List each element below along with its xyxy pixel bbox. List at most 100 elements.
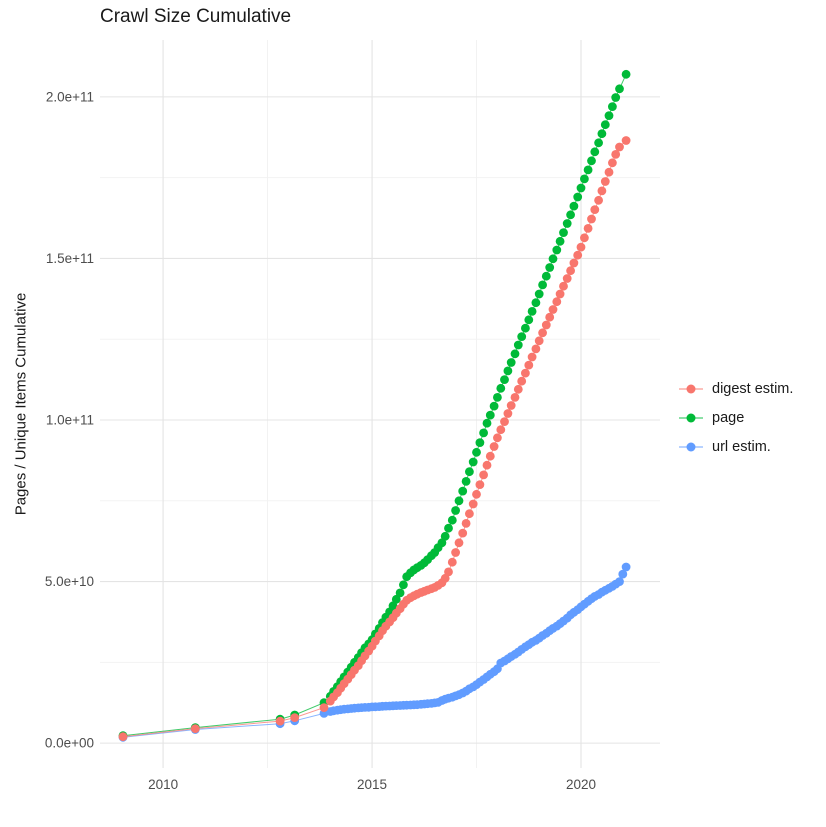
data-point-digest-estim bbox=[451, 548, 460, 557]
y-tick-label: 2.0e+11 bbox=[46, 89, 94, 104]
data-point-page bbox=[503, 366, 513, 376]
data-point-digest-estim bbox=[580, 233, 589, 243]
data-point-page bbox=[615, 84, 624, 94]
y-tick-label: 0.0e+00 bbox=[45, 736, 94, 751]
data-point-page bbox=[485, 410, 495, 420]
data-point-page bbox=[545, 263, 555, 272]
data-point-digest-estim bbox=[454, 538, 464, 548]
data-point-digest-estim bbox=[555, 289, 565, 299]
data-point-digest-estim bbox=[576, 242, 586, 252]
data-point-digest-estim bbox=[489, 442, 499, 451]
legend-label-page: page bbox=[712, 409, 745, 426]
x-tick-label: 2010 bbox=[148, 777, 178, 792]
legend-item-digest-estim: digest estim. bbox=[678, 377, 793, 400]
data-point-digest-estim bbox=[479, 470, 488, 480]
data-point-digest-estim bbox=[319, 703, 329, 712]
data-point-page bbox=[479, 428, 488, 438]
data-point-digest-estim bbox=[513, 384, 523, 394]
legend-key-point bbox=[686, 442, 696, 451]
data-point-digest-estim bbox=[468, 499, 478, 509]
legend-key-point bbox=[686, 384, 696, 393]
data-point-digest-estim bbox=[482, 460, 492, 470]
data-point-page bbox=[506, 358, 516, 367]
data-point-digest-estim bbox=[597, 186, 607, 196]
data-point-page bbox=[587, 156, 596, 166]
legend-label-digest-estim: digest estim. bbox=[712, 380, 794, 397]
data-point-digest-estim bbox=[527, 352, 537, 362]
data-point-page bbox=[600, 120, 610, 130]
data-point-page bbox=[541, 271, 551, 281]
data-point-digest-estim bbox=[493, 433, 502, 443]
data-point-digest-estim bbox=[447, 557, 457, 567]
y-tick-label: 5.0e+10 bbox=[45, 574, 94, 589]
data-point-page bbox=[444, 523, 453, 533]
data-point-digest-estim bbox=[573, 250, 583, 260]
data-point-digest-estim bbox=[503, 409, 513, 418]
data-point-digest-estim bbox=[458, 528, 468, 538]
data-point-digest-estim bbox=[600, 177, 610, 186]
data-point-page bbox=[454, 496, 464, 506]
data-point-page bbox=[534, 289, 544, 299]
data-point-page bbox=[604, 111, 614, 120]
data-point-digest-estim bbox=[506, 401, 516, 410]
data-point-page bbox=[521, 323, 530, 333]
data-point-digest-estim bbox=[521, 368, 530, 378]
data-point-digest-estim bbox=[275, 716, 285, 726]
data-point-page bbox=[611, 93, 621, 102]
series-page bbox=[118, 69, 631, 741]
data-point-page bbox=[569, 201, 579, 211]
series-line-url-estim bbox=[122, 566, 627, 738]
legend-item-page: page bbox=[678, 406, 793, 429]
data-point-page bbox=[566, 210, 575, 220]
data-point-digest-estim bbox=[524, 360, 534, 370]
gridlines-minor bbox=[100, 40, 660, 768]
data-point-page bbox=[513, 340, 523, 350]
chart-title: Crawl Size Cumulative bbox=[100, 6, 292, 27]
data-point-page bbox=[493, 393, 502, 402]
legend-key-point bbox=[686, 413, 696, 422]
data-point-page bbox=[468, 457, 478, 467]
data-point-page bbox=[510, 349, 520, 359]
data-point-digest-estim bbox=[611, 150, 621, 159]
data-point-page bbox=[465, 467, 474, 477]
data-point-page bbox=[496, 383, 506, 393]
data-point-page bbox=[489, 401, 499, 411]
data-point-page bbox=[447, 515, 457, 525]
data-point-digest-estim bbox=[531, 344, 541, 354]
data-point-digest-estim bbox=[534, 336, 544, 346]
data-point-digest-estim bbox=[566, 266, 575, 276]
data-point-digest-estim bbox=[500, 417, 509, 426]
x-tick-label: 2020 bbox=[566, 777, 596, 792]
data-point-page bbox=[559, 228, 568, 238]
data-point-digest-estim bbox=[475, 480, 485, 489]
data-point-digest-estim bbox=[545, 312, 555, 322]
data-point-page bbox=[621, 69, 631, 79]
series-digest-estim bbox=[118, 136, 631, 742]
data-point-page bbox=[391, 594, 401, 604]
data-point-digest-estim bbox=[465, 509, 474, 519]
axis-tick-labels: 0.0e+00 5.0e+10 1.0e+11 1.5e+11 2.0e+11 2010 2… bbox=[45, 89, 596, 792]
y-tick-label: 1.0e+11 bbox=[46, 412, 94, 427]
legend: digest estim. page url estim. bbox=[678, 377, 793, 458]
data-point-digest-estim bbox=[587, 214, 596, 224]
gridlines-major bbox=[100, 40, 660, 768]
data-point-page bbox=[472, 447, 481, 457]
data-point-page bbox=[524, 315, 534, 325]
legend-label-url-estim: url estim. bbox=[712, 438, 771, 455]
legend-key-digest-estim bbox=[679, 384, 703, 393]
data-point-page bbox=[440, 531, 450, 541]
data-point-digest-estim bbox=[118, 732, 128, 742]
data-point-digest-estim bbox=[552, 297, 562, 307]
data-point-page bbox=[500, 375, 509, 384]
data-point-digest-estim bbox=[461, 519, 471, 528]
legend-item-url-estim: url estim. bbox=[678, 435, 793, 458]
data-point-page bbox=[517, 332, 527, 341]
data-point-digest-estim bbox=[444, 567, 453, 577]
data-point-page bbox=[552, 245, 562, 255]
data-point-page bbox=[573, 192, 583, 202]
data-point-page bbox=[580, 174, 589, 184]
legend-key-page bbox=[679, 413, 703, 422]
data-point-digest-estim bbox=[604, 167, 614, 177]
